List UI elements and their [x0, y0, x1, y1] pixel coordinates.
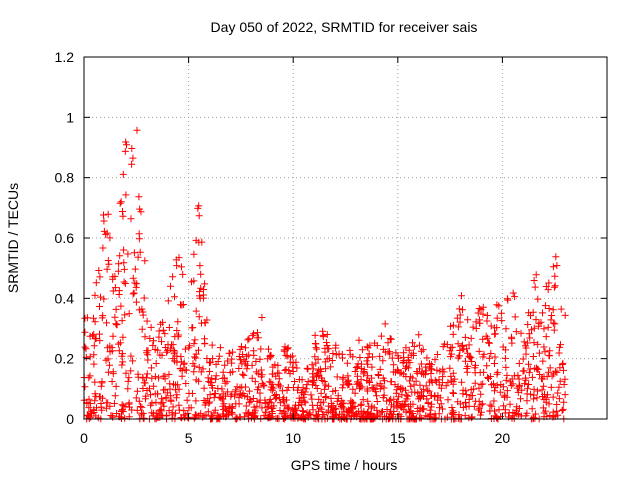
x-tick-label: 0 [80, 430, 88, 446]
x-axis-title: GPS time / hours [291, 457, 398, 473]
y-axis-title: SRMTID / TECUs [5, 183, 21, 293]
y-tick-label: 0 [66, 411, 74, 427]
y-tick-label: 1.2 [55, 49, 75, 65]
x-tick-label: 20 [495, 430, 511, 446]
data-points [80, 126, 569, 423]
x-tick-label: 5 [185, 430, 193, 446]
y-tick-label: 1 [66, 109, 74, 125]
y-tick-label: 0.8 [55, 170, 75, 186]
scatter-points-srmtid [80, 126, 569, 423]
grid-lines [84, 57, 607, 419]
tick-labels: 0 5 10 15 20 0 0.2 0.4 0.6 0.8 1 1.2 [55, 49, 511, 446]
x-tick-label: 15 [390, 430, 406, 446]
chart-title: Day 050 of 2022, SRMTID for receiver sai… [211, 19, 478, 35]
y-tick-label: 0.2 [55, 351, 75, 367]
axis-ticks [83, 56, 607, 420]
x-tick-label: 10 [285, 430, 301, 446]
y-tick-label: 0.4 [55, 290, 75, 306]
y-tick-label: 0.6 [55, 230, 75, 246]
